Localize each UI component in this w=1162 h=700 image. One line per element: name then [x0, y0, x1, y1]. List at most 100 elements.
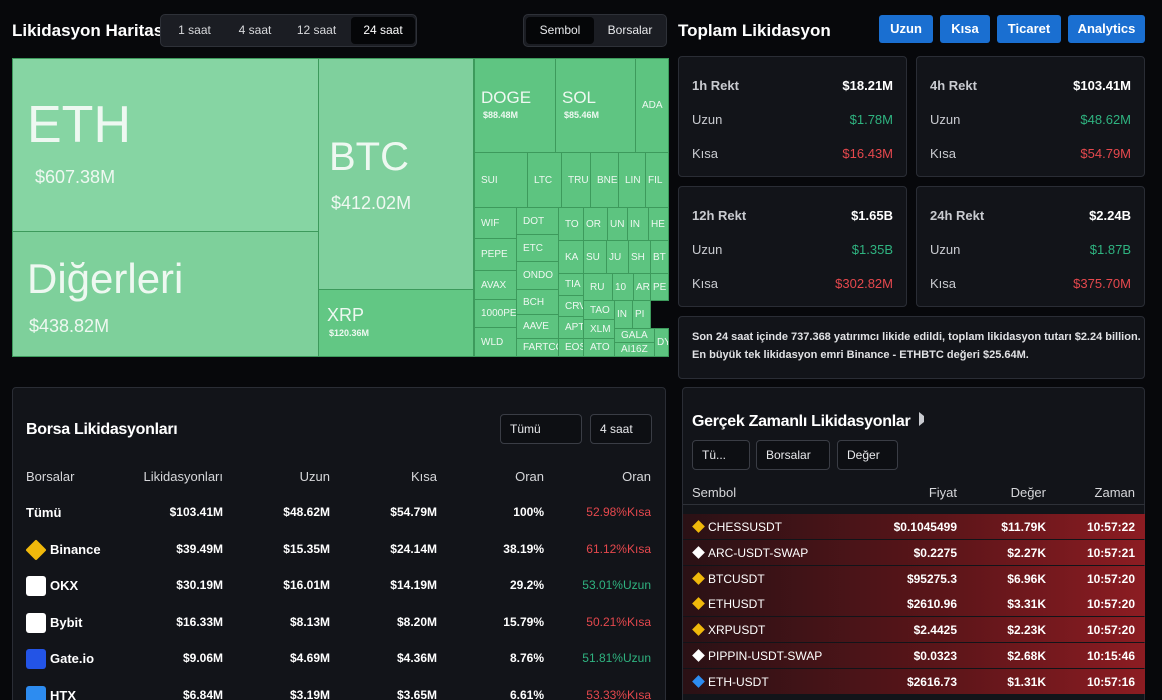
tile-label: AVAX [481, 279, 507, 291]
price: $2.4425 [913, 623, 957, 638]
value: $6.96K [1007, 571, 1046, 586]
exchange-name: Bybit [50, 614, 83, 630]
treemap-tile[interactable]: LTC [527, 152, 562, 208]
treemap-tile[interactable]: ATO [583, 338, 615, 357]
tile-label: DOT [523, 215, 545, 227]
time-tab[interactable]: 12 saat [296, 23, 337, 37]
tile-label: UN [610, 218, 625, 230]
treemap-tile[interactable]: DOGE $88.48M [474, 58, 556, 153]
treemap-tile[interactable]: LIN [618, 152, 646, 208]
treemap-tile[interactable]: AVAX [474, 270, 517, 300]
row-background [683, 539, 1145, 565]
treemap-tile[interactable]: IN [614, 300, 633, 329]
stat-title: 1h Rekt [692, 78, 739, 93]
treemap-tile[interactable]: BT [650, 240, 669, 274]
treemap-tile[interactable]: GALA [614, 328, 655, 343]
filter-select[interactable]: Değer [837, 440, 898, 470]
treemap-tile[interactable]: AR [633, 273, 651, 301]
view-tab[interactable]: Sembol [526, 17, 594, 44]
treemap-tile[interactable]: FARTCO [516, 338, 559, 357]
treemap-tile[interactable]: ETH $607.38M [12, 58, 319, 232]
treemap-tile[interactable]: PI [632, 300, 651, 329]
treemap-tile[interactable]: SOL $85.46M [555, 58, 636, 153]
tile-label: EOS [565, 342, 583, 353]
treemap-tile[interactable]: BCH [516, 289, 559, 315]
treemap-tile[interactable]: XRP $120.36M [318, 289, 474, 357]
price: $0.1045499 [893, 520, 957, 534]
treemap-tile[interactable]: AI16Z [614, 342, 655, 357]
treemap-tile[interactable]: PE [650, 273, 669, 301]
symbol: ARC-USDT-SWAP [708, 545, 809, 560]
filter-select[interactable]: Tü... [692, 440, 750, 470]
treemap-tile[interactable]: JU [606, 240, 629, 274]
treemap-tile[interactable]: KA [558, 240, 584, 274]
treemap-tile[interactable]: HE [648, 207, 669, 241]
exchange-name: Tümü [26, 505, 62, 520]
header-button[interactable]: Ticaret [997, 15, 1061, 43]
treemap-tile[interactable]: SU [583, 240, 607, 274]
stat-title: 4h Rekt [930, 78, 977, 93]
summary-box: Son 24 saat içinde 737.368 yatırımcı lik… [678, 316, 1145, 379]
exchange-name: Gate.io [50, 651, 95, 666]
treemap-tile[interactable]: XLM [583, 319, 615, 339]
treemap-tile[interactable]: APT [558, 316, 584, 339]
header-button[interactable]: Analytics [1068, 15, 1145, 43]
treemap-tile[interactable]: 10 [612, 273, 634, 301]
exchange-icon [26, 612, 46, 633]
panel-title: Gerçek Zamanlı Likidasyonlar [692, 413, 911, 430]
tile-label: BT [653, 251, 666, 263]
treemap-tile[interactable]: OR [583, 207, 608, 241]
stat-card: 1h Rekt $18.21M Uzun $1.78M Kısa $16.43M [678, 56, 907, 177]
treemap-tile[interactable]: AAVE [516, 314, 559, 339]
tile-label: PE [653, 281, 667, 293]
treemap-tile[interactable]: RU [583, 273, 613, 301]
filter-select[interactable]: Tümü [500, 414, 582, 444]
treemap-tile[interactable]: BTC $412.02M [318, 58, 474, 290]
treemap-tile[interactable]: ADA [635, 58, 669, 153]
time-tab[interactable]: 4 saat [238, 23, 272, 37]
treemap-tile[interactable]: WLD [474, 327, 517, 357]
treemap-tile[interactable]: TIA [558, 273, 584, 296]
tile-label: SU [586, 251, 600, 263]
time-tab[interactable]: 24 saat [351, 17, 415, 44]
time-tab[interactable]: 1 saat [178, 23, 211, 37]
tile-label: HE [651, 218, 665, 230]
tile-label: FIL [648, 174, 663, 186]
treemap-tile[interactable]: DY [654, 328, 669, 357]
stat-long: $1.87B [1089, 242, 1131, 257]
treemap-tile[interactable]: SH [628, 240, 651, 274]
treemap-tile[interactable]: PEPE [474, 238, 517, 271]
treemap-tile[interactable]: TO [558, 207, 584, 241]
tile-label: SOL [562, 88, 597, 107]
treemap-tile[interactable]: CRV [558, 295, 584, 317]
treemap-tile[interactable]: FIL [645, 152, 669, 208]
treemap-tile[interactable]: 1000PE [474, 299, 517, 328]
treemap-tile[interactable]: BNE [590, 152, 619, 208]
symbol: ETH-USDT [708, 674, 769, 689]
view-tab[interactable]: Borsalar [607, 23, 653, 37]
treemap-tile[interactable]: ONDO [516, 261, 559, 290]
treemap-tile[interactable]: Diğerleri $438.82M [12, 231, 319, 357]
tile-label: RU [590, 281, 605, 293]
mute-icon [919, 412, 933, 426]
treemap-tile[interactable]: IN [627, 207, 649, 241]
table-cell: $3.19M [289, 687, 330, 700]
treemap-tile[interactable]: DOT [516, 207, 559, 235]
exchange-icon [26, 649, 46, 669]
header-button[interactable]: Uzun [879, 15, 933, 43]
stat-title: 24h Rekt [930, 208, 985, 223]
treemap-tile[interactable]: EOS [558, 338, 584, 357]
symbol: CHESSUSDT [708, 520, 783, 534]
filter-select[interactable]: Borsalar [756, 440, 830, 470]
treemap-tile[interactable]: UN [607, 207, 628, 241]
tile-label: DY [657, 337, 668, 348]
treemap-tile[interactable]: WIF [474, 207, 517, 239]
treemap-tile[interactable]: ETC [516, 234, 559, 262]
treemap-tile[interactable]: SUI [474, 152, 528, 208]
treemap-tile[interactable]: TAO [583, 300, 615, 320]
filter-select[interactable]: 4 saat [590, 414, 652, 444]
value: $2.23K [1007, 623, 1046, 638]
treemap-tile[interactable]: TRU [561, 152, 591, 208]
header-button[interactable]: Kısa [940, 15, 990, 43]
table-header: Likidasyonları [143, 469, 224, 484]
